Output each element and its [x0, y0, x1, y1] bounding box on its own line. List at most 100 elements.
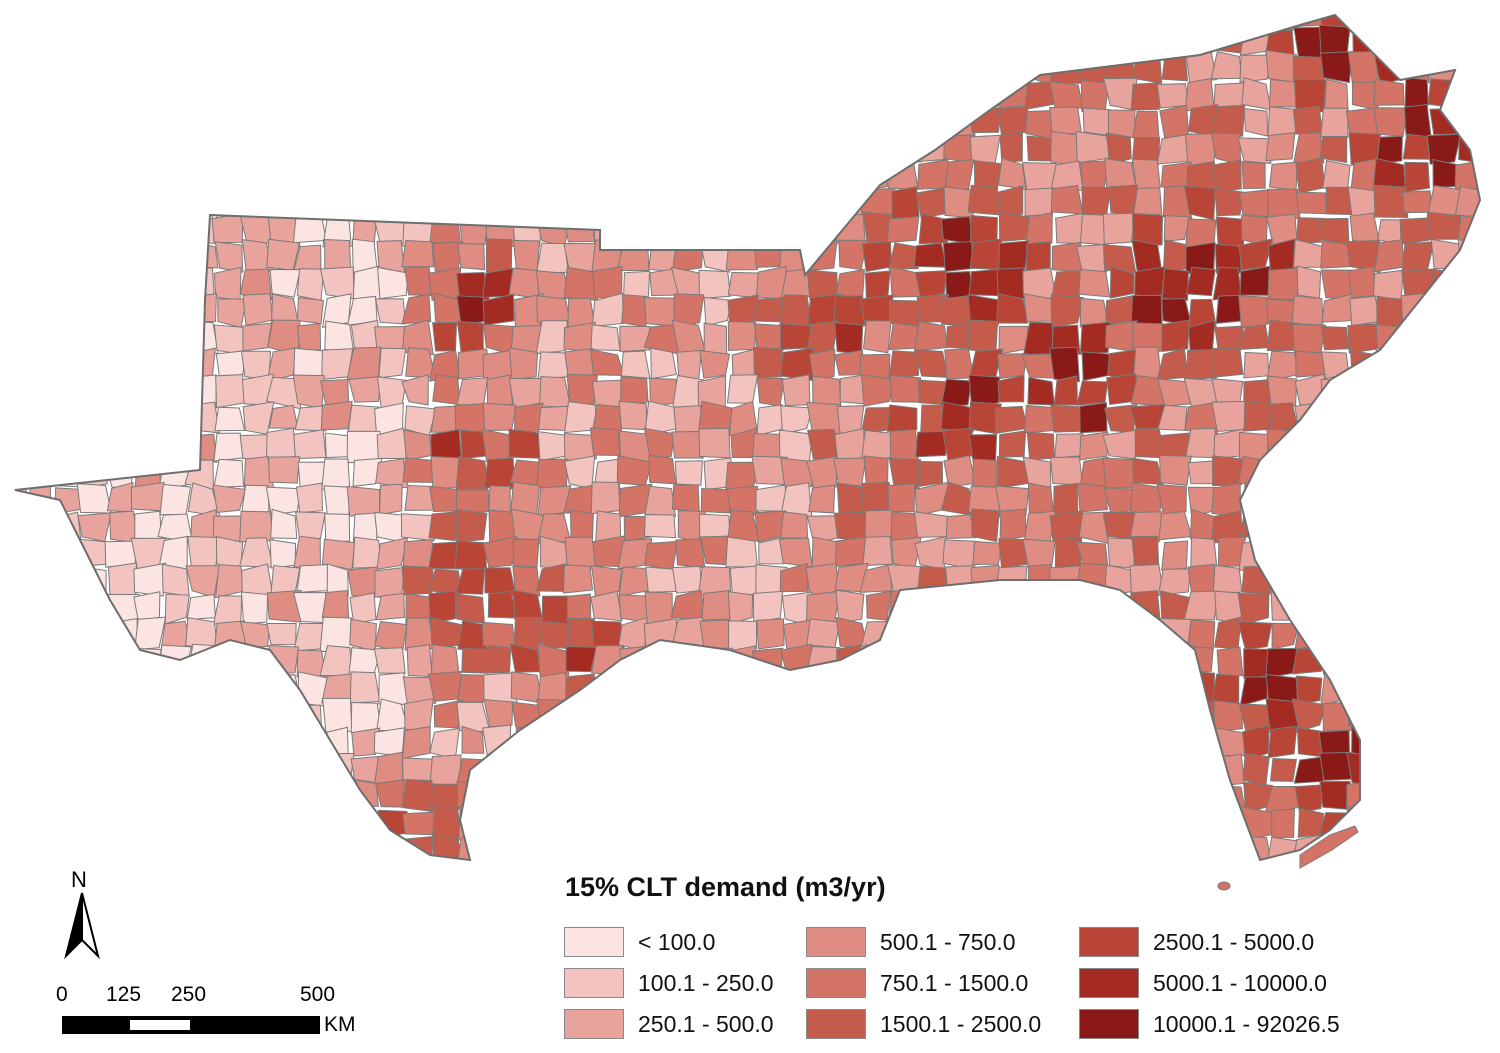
county-polygon	[562, 564, 594, 594]
county-polygon	[943, 620, 977, 646]
county-polygon	[434, 83, 461, 111]
county-polygon	[211, 675, 246, 699]
county-polygon	[1372, 157, 1407, 190]
county-polygon	[1400, 428, 1436, 462]
county-polygon	[22, 778, 58, 813]
legend-swatch	[1079, 968, 1139, 998]
county-polygon	[158, 404, 192, 437]
county-polygon	[458, 211, 490, 247]
county-polygon	[429, 754, 462, 787]
county-polygon	[52, 160, 86, 188]
county-polygon	[105, 861, 136, 893]
county-polygon	[1210, 159, 1242, 193]
county-polygon	[1237, 592, 1270, 626]
county-polygon	[593, 160, 623, 192]
county-polygon	[375, 50, 409, 84]
county-polygon	[754, 50, 786, 85]
county-polygon	[778, 23, 810, 54]
county-polygon	[1212, 564, 1243, 596]
county-polygon	[645, 783, 674, 814]
county-polygon	[1105, 23, 1132, 57]
county-polygon	[77, 159, 109, 190]
county-polygon	[15, 780, 28, 810]
county-polygon	[431, 836, 463, 860]
county-polygon	[487, 80, 516, 110]
county-polygon	[621, 294, 648, 328]
county-polygon	[1048, 758, 1081, 781]
county-polygon	[131, 698, 163, 731]
county-polygon	[806, 727, 840, 757]
county-polygon	[1487, 80, 1500, 111]
county-polygon	[267, 24, 299, 54]
county-polygon	[402, 676, 436, 704]
county-polygon	[103, 15, 140, 31]
county-polygon	[373, 727, 405, 757]
county-polygon	[1105, 617, 1139, 649]
county-polygon	[1319, 136, 1348, 164]
county-polygon	[106, 755, 136, 786]
county-polygon	[428, 54, 460, 82]
county-polygon	[1238, 238, 1274, 271]
county-polygon	[1426, 133, 1462, 165]
county-polygon	[268, 404, 299, 429]
county-polygon	[189, 157, 214, 191]
county-polygon	[25, 564, 58, 599]
county-polygon	[404, 266, 434, 296]
county-polygon	[429, 15, 464, 30]
county-polygon	[889, 645, 919, 678]
county-polygon	[563, 321, 596, 353]
county-polygon	[1077, 589, 1111, 624]
county-polygon	[644, 698, 674, 732]
county-polygon	[321, 53, 354, 82]
county-polygon	[509, 29, 541, 55]
county-polygon	[159, 108, 193, 138]
county-polygon	[1024, 187, 1055, 217]
county-polygon	[562, 29, 597, 57]
county-polygon	[160, 239, 190, 275]
county-polygon	[52, 376, 82, 405]
county-polygon	[239, 268, 273, 301]
county-polygon	[699, 753, 731, 787]
county-polygon	[1320, 671, 1352, 707]
county-polygon	[455, 508, 488, 543]
county-polygon	[25, 700, 57, 731]
county-polygon	[296, 649, 327, 678]
county-polygon	[779, 511, 809, 539]
county-polygon	[889, 15, 920, 30]
county-polygon	[1322, 159, 1351, 192]
county-polygon	[1347, 567, 1381, 596]
county-polygon	[1455, 644, 1480, 678]
county-polygon	[23, 589, 54, 625]
county-polygon	[589, 781, 619, 814]
county-polygon	[780, 54, 812, 85]
county-polygon	[130, 49, 165, 86]
county-polygon	[401, 725, 431, 759]
county-polygon	[455, 593, 485, 624]
county-polygon	[860, 294, 894, 326]
county-polygon	[647, 53, 677, 80]
county-polygon	[1372, 673, 1405, 704]
county-polygon	[1483, 514, 1500, 539]
county-polygon	[1050, 725, 1081, 761]
county-polygon	[918, 727, 945, 756]
county-polygon	[1023, 754, 1054, 783]
county-polygon	[1187, 834, 1219, 860]
county-polygon	[293, 161, 328, 191]
county-polygon	[1109, 15, 1133, 32]
county-polygon	[1432, 594, 1462, 624]
county-polygon	[269, 539, 297, 569]
county-polygon	[1077, 482, 1109, 513]
county-polygon	[863, 780, 895, 812]
county-polygon	[1483, 406, 1500, 435]
county-polygon	[26, 159, 58, 192]
county-polygon	[15, 562, 32, 598]
county-polygon	[1239, 265, 1271, 296]
county-polygon	[562, 131, 594, 166]
county-polygon	[78, 401, 110, 431]
county-polygon	[296, 296, 325, 325]
legend-label: 250.1 - 500.0	[638, 1010, 774, 1037]
county-polygon	[293, 136, 328, 167]
county-polygon	[375, 592, 405, 621]
county-polygon	[214, 406, 246, 432]
county-polygon	[1109, 700, 1132, 733]
